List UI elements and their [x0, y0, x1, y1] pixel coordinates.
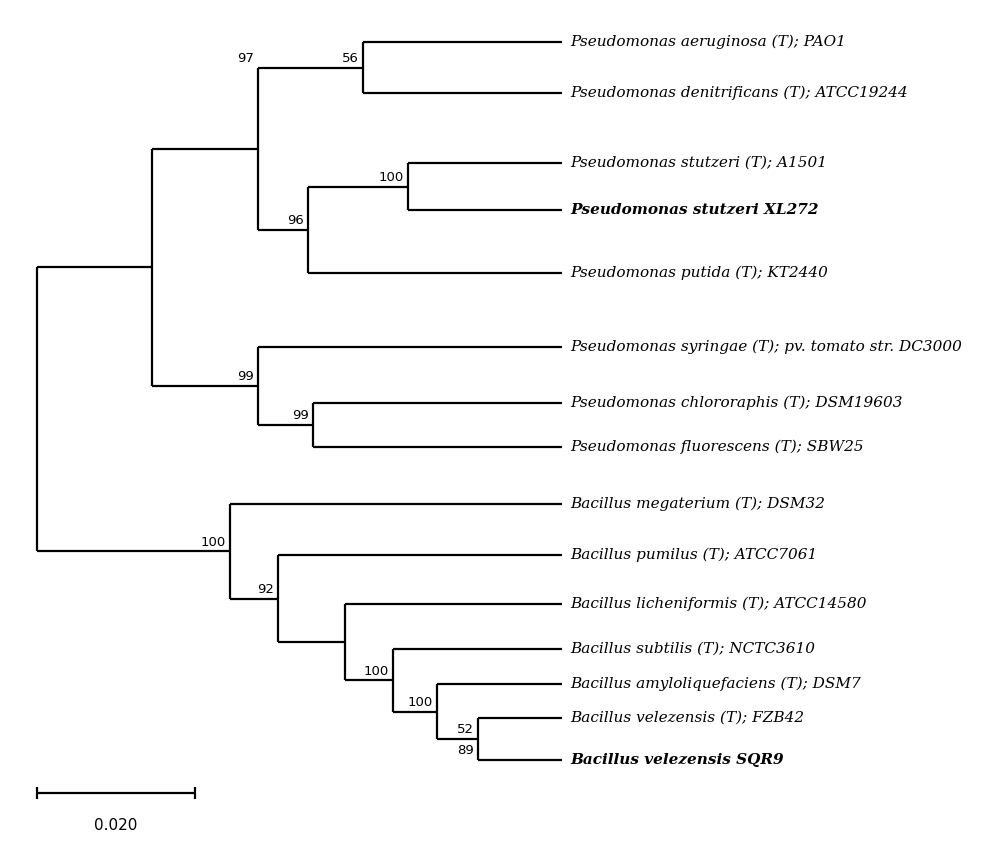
Text: Bacillus pumilus (T); ATCC7061: Bacillus pumilus (T); ATCC7061 — [570, 547, 817, 562]
Text: 89: 89 — [457, 745, 474, 758]
Text: Bacillus velezensis (T); FZB42: Bacillus velezensis (T); FZB42 — [570, 711, 804, 725]
Text: Bacillus megaterium (T); DSM32: Bacillus megaterium (T); DSM32 — [570, 497, 825, 511]
Text: 97: 97 — [237, 52, 254, 65]
Text: 100: 100 — [408, 696, 433, 709]
Text: Bacillus amyloliquefaciens (T); DSM7: Bacillus amyloliquefaciens (T); DSM7 — [570, 677, 861, 692]
Text: Bacillus subtilis (T); NCTC3610: Bacillus subtilis (T); NCTC3610 — [570, 642, 815, 656]
Text: Pseudomonas syringae (T); pv. tomato str. DC3000: Pseudomonas syringae (T); pv. tomato str… — [570, 340, 962, 354]
Text: Pseudomonas stutzeri (T); A1501: Pseudomonas stutzeri (T); A1501 — [570, 156, 827, 170]
Text: 0.020: 0.020 — [94, 818, 138, 833]
Text: 99: 99 — [237, 371, 254, 384]
Text: 100: 100 — [201, 535, 226, 549]
Text: 52: 52 — [457, 723, 474, 736]
Text: 100: 100 — [379, 171, 404, 184]
Text: Pseudomonas putida (T); KT2440: Pseudomonas putida (T); KT2440 — [570, 266, 828, 281]
Text: Pseudomonas aeruginosa (T); PAO1: Pseudomonas aeruginosa (T); PAO1 — [570, 35, 846, 49]
Text: 56: 56 — [342, 52, 359, 65]
Text: 100: 100 — [364, 665, 389, 678]
Text: Pseudomonas stutzeri XL272: Pseudomonas stutzeri XL272 — [570, 203, 819, 217]
Text: Bacillus velezensis SQR9: Bacillus velezensis SQR9 — [570, 753, 784, 767]
Text: Bacillus licheniformis (T); ATCC14580: Bacillus licheniformis (T); ATCC14580 — [570, 597, 867, 611]
Text: 96: 96 — [287, 214, 304, 227]
Text: Pseudomonas fluorescens (T); SBW25: Pseudomonas fluorescens (T); SBW25 — [570, 440, 864, 454]
Text: 99: 99 — [292, 409, 309, 422]
Text: Pseudomonas chlororaphis (T); DSM19603: Pseudomonas chlororaphis (T); DSM19603 — [570, 396, 903, 410]
Text: Pseudomonas denitrificans (T); ATCC19244: Pseudomonas denitrificans (T); ATCC19244 — [570, 86, 908, 100]
Text: 92: 92 — [257, 583, 274, 596]
